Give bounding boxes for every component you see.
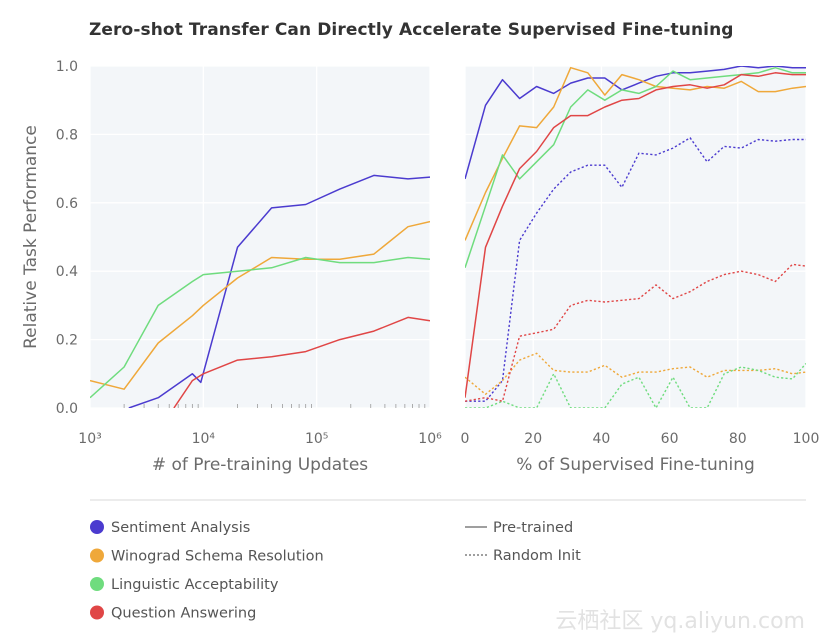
series-line-question-answering-pre-trained bbox=[173, 316, 430, 408]
series-line-winograd-schema-resolution-pre-trained bbox=[90, 220, 430, 390]
series-line-sentiment-analysis-pre-trained bbox=[128, 174, 430, 408]
series-group bbox=[90, 174, 430, 408]
series-line-question-answering-random-init bbox=[465, 263, 806, 402]
legend-label-winograd-schema-resolution: Winograd Schema Resolution bbox=[111, 549, 324, 565]
legend-label-question-answering: Question Answering bbox=[111, 606, 256, 622]
x-axis-label: % of Supervised Fine-tuning bbox=[516, 455, 755, 475]
series-group bbox=[465, 66, 806, 408]
x-tick-label: 10⁶ bbox=[418, 431, 442, 447]
series-line-linguistic-acceptability-pre-trained bbox=[465, 66, 806, 269]
series-line-linguistic-acceptability-pre-trained bbox=[90, 256, 430, 399]
y-tick-label: 0.6 bbox=[56, 196, 78, 212]
x-tick-label: 10³ bbox=[78, 431, 101, 447]
legend-label-pre-trained: Pre-trained bbox=[493, 520, 573, 536]
legend: Sentiment Analysis Winograd Schema Resolu… bbox=[90, 520, 581, 622]
x-tick-label: 100 bbox=[793, 431, 820, 447]
x-tick-label: 40 bbox=[592, 431, 610, 447]
series-line-sentiment-analysis-random-init bbox=[465, 137, 806, 402]
y-tick-label: 1.0 bbox=[56, 59, 78, 75]
series-line-linguistic-acceptability-random-init bbox=[465, 363, 806, 408]
y-axis-label: Relative Task Performance bbox=[21, 125, 41, 349]
y-tick-label: 0.8 bbox=[56, 127, 78, 143]
x-tick-label: 60 bbox=[661, 431, 679, 447]
legend-marker-linguistic-acceptability bbox=[90, 577, 104, 591]
legend-label-random-init: Random Init bbox=[493, 548, 581, 564]
x-axis-label: # of Pre-training Updates bbox=[152, 455, 368, 475]
series-line-sentiment-analysis-pre-trained bbox=[465, 66, 806, 180]
plot-background bbox=[90, 66, 430, 408]
x-tick-label: 20 bbox=[524, 431, 542, 447]
legend-marker-sentiment-analysis bbox=[90, 520, 104, 534]
y-tick-label: 0.4 bbox=[56, 264, 78, 280]
series-line-winograd-schema-resolution-random-init bbox=[465, 352, 806, 395]
x-tick-label: 0 bbox=[461, 431, 470, 447]
legend-label-linguistic-acceptability: Linguistic Acceptability bbox=[111, 577, 279, 593]
legend-marker-winograd-schema-resolution bbox=[90, 548, 104, 563]
chart-title: Zero-shot Transfer Can Directly Accelera… bbox=[89, 20, 734, 40]
y-tick-label: 0.2 bbox=[56, 333, 78, 349]
x-tick-label: 10⁴ bbox=[192, 431, 216, 447]
x-tick-label: 80 bbox=[729, 431, 747, 447]
x-tick-label: 10⁵ bbox=[305, 431, 328, 447]
y-tick-label: 0.0 bbox=[56, 401, 78, 417]
pretraining-panel: 0.0 0.2 0.4 0.6 0.8 1.0 10³ 10⁴ 10⁵ 10⁶ # of Pre-t… bbox=[21, 59, 442, 475]
legend-marker-question-answering bbox=[90, 605, 104, 620]
watermark: 云栖社区 yq.aliyun.com bbox=[555, 609, 805, 634]
series-line-winograd-schema-resolution-pre-trained bbox=[465, 66, 806, 241]
plot-background bbox=[465, 66, 806, 408]
finetuning-panel: 0 20 40 60 80 100 % of Supervised Fine-tuning bbox=[461, 65, 820, 475]
series-line-question-answering-pre-trained bbox=[465, 72, 806, 398]
legend-label-sentiment-analysis: Sentiment Analysis bbox=[111, 520, 250, 536]
